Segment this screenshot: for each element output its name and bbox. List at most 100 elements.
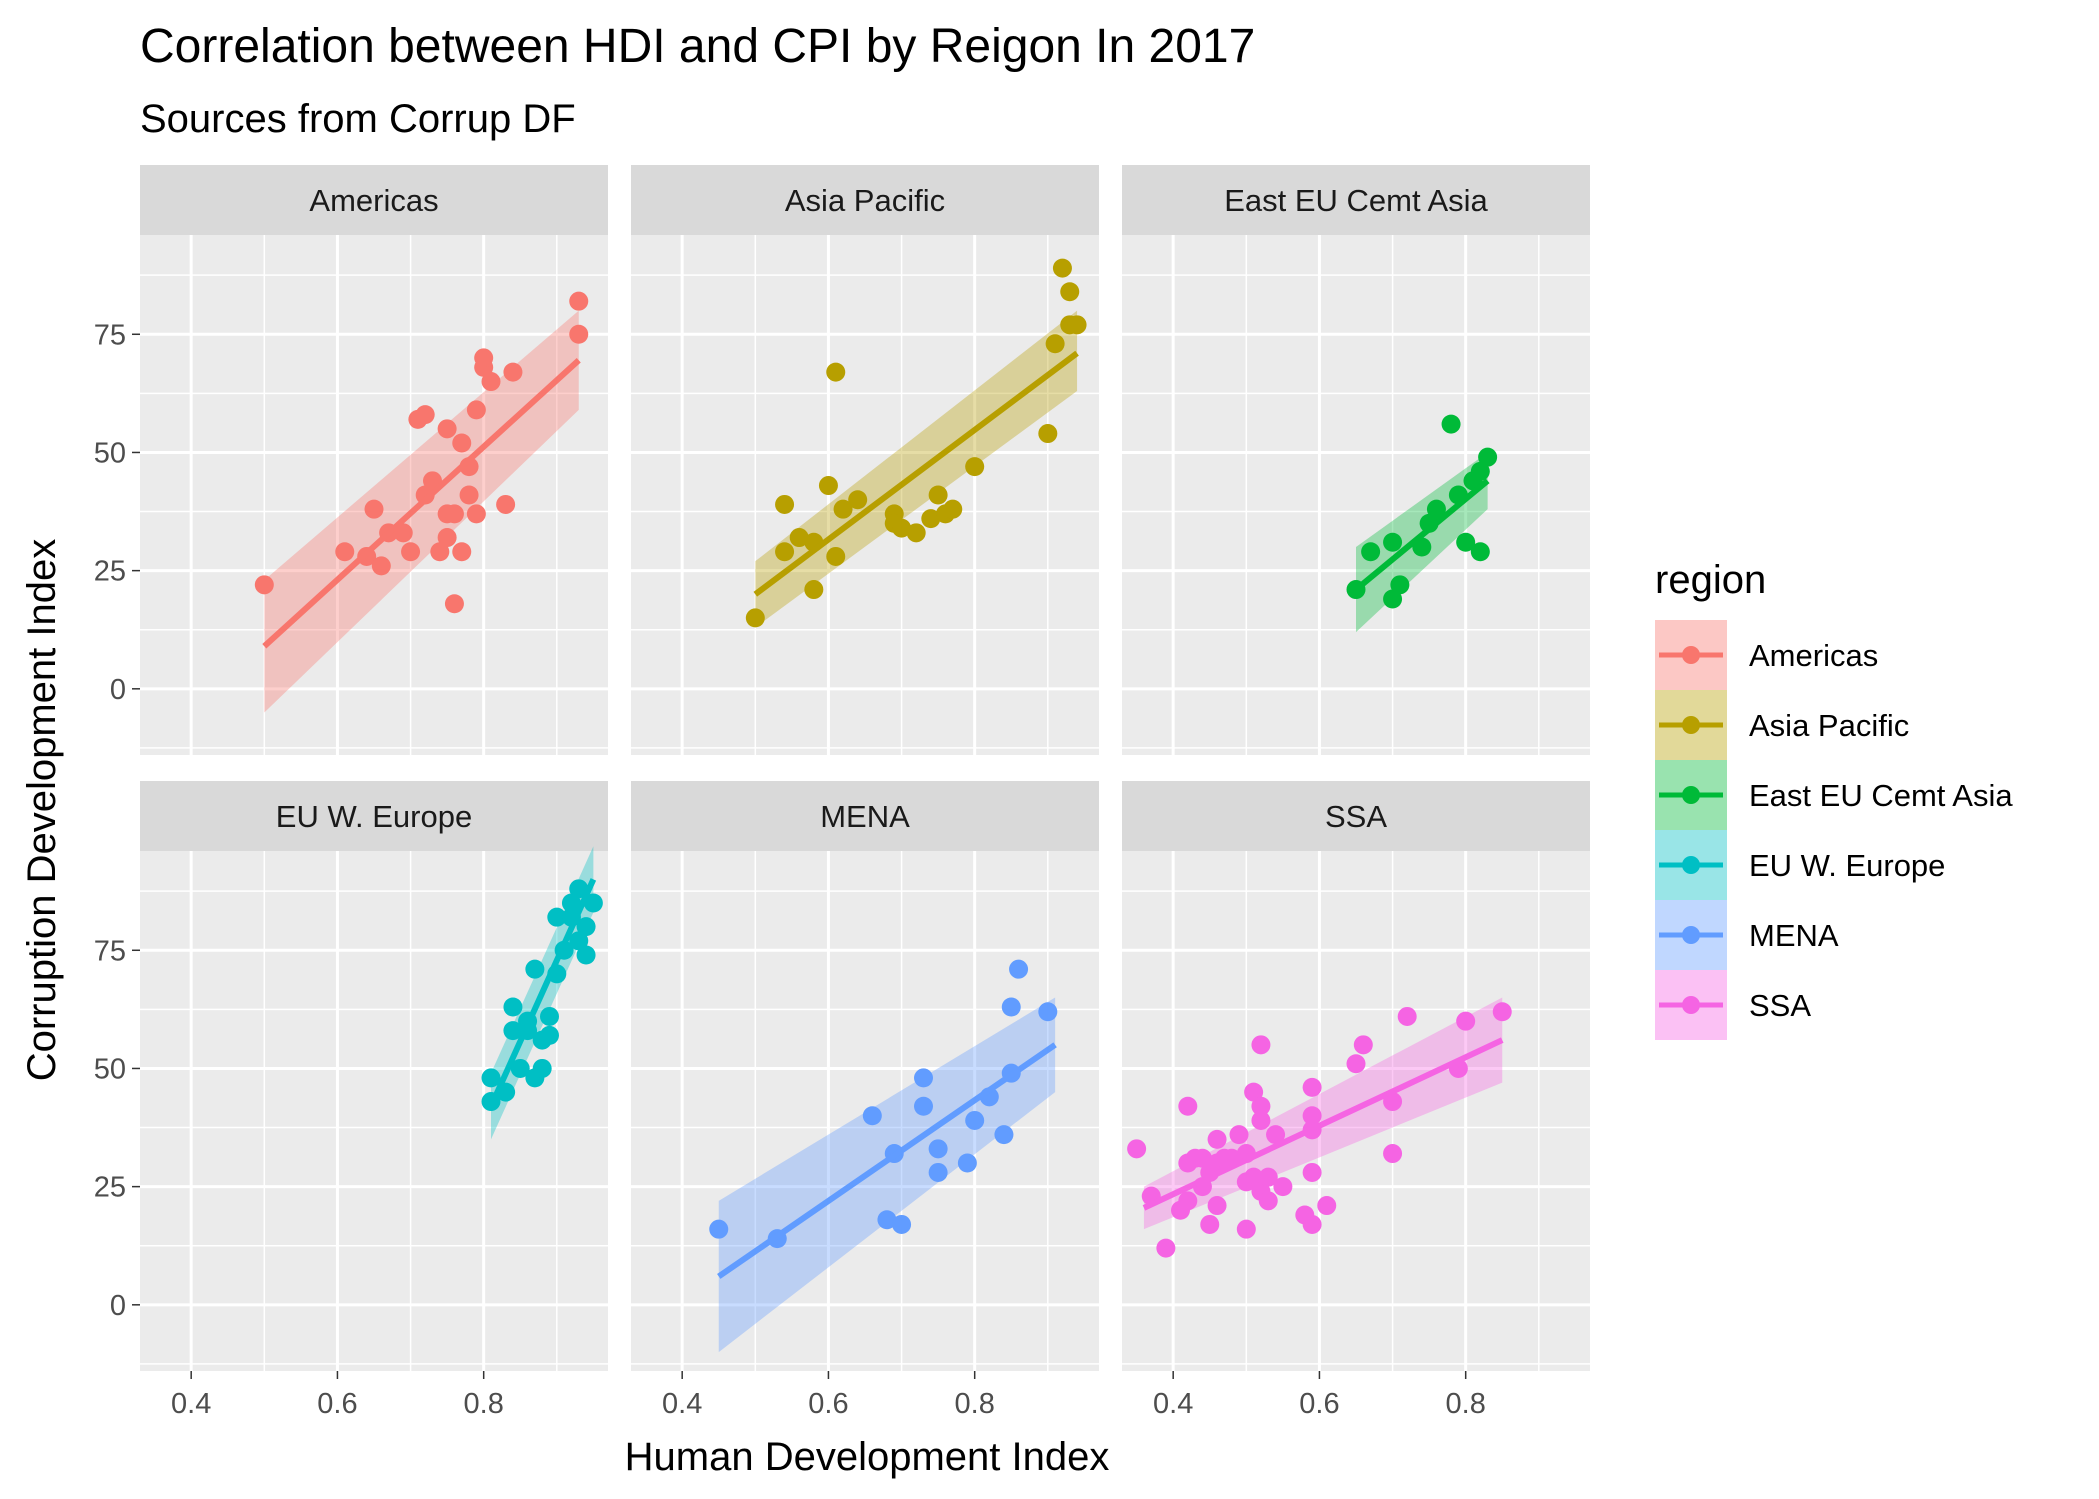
data-point-ssa xyxy=(1302,1214,1322,1234)
data-point-asia-pacific xyxy=(1038,424,1058,444)
y-tick-label: 0 xyxy=(110,1290,126,1322)
data-point-americas xyxy=(437,419,457,439)
data-point-eu-w-europe xyxy=(525,959,545,979)
legend-label-americas: Americas xyxy=(1749,638,1878,673)
data-point-eu-w-europe xyxy=(547,907,567,927)
data-point-ssa xyxy=(1251,1096,1271,1116)
legend-item-ssa: SSA xyxy=(1655,970,1811,1040)
data-point-asia-pacific xyxy=(1060,282,1080,302)
data-point-asia-pacific xyxy=(826,546,846,566)
facet-panels: Americas 0 25 50 75 Asia Pacific East EU Cemt … xyxy=(94,165,1590,1420)
regression-line-americas xyxy=(262,358,581,649)
data-point-americas xyxy=(474,348,494,368)
data-point-ssa xyxy=(1236,1219,1256,1239)
data-point-ssa xyxy=(1178,1096,1198,1116)
data-point-mena xyxy=(892,1214,912,1234)
data-point-mena xyxy=(1009,959,1029,979)
data-point-asia-pacific xyxy=(818,476,838,496)
facet-strip-mena xyxy=(631,781,1099,851)
regression-line-asia-pacific xyxy=(753,350,1079,597)
data-point-asia-pacific xyxy=(928,485,948,505)
data-point-asia-pacific xyxy=(833,499,853,519)
data-point-asia-pacific xyxy=(921,509,941,529)
data-point-eu-w-europe xyxy=(576,917,596,937)
data-point-ssa xyxy=(1258,1167,1278,1187)
data-point-eu-w-europe xyxy=(561,893,581,913)
data-point-eu-w-europe xyxy=(540,1025,559,1045)
data-point-americas xyxy=(415,405,435,425)
data-point-americas xyxy=(481,372,501,392)
chart-title: Correlation between HDI and CPI by Reigo… xyxy=(140,20,1255,73)
data-point-mena xyxy=(965,1110,985,1130)
data-point-americas xyxy=(569,324,589,344)
data-point-americas xyxy=(459,485,479,505)
facet-americas: Americas 0 25 50 75 xyxy=(94,165,608,755)
panel-background-east-eu-cemt-asia xyxy=(1122,235,1590,755)
data-point-eu-w-europe xyxy=(569,931,589,951)
data-point-americas xyxy=(430,542,450,562)
x-tick-label: 0.8 xyxy=(464,1388,504,1420)
data-point-eu-w-europe xyxy=(576,945,596,965)
facet-mena: MENA 0.4 0.6 0.8 xyxy=(631,781,1099,1420)
y-tick-label: 50 xyxy=(94,437,126,469)
data-point-mena xyxy=(914,1096,933,1116)
data-point-americas xyxy=(569,291,589,311)
data-point-mena xyxy=(914,1068,933,1088)
data-point-ssa xyxy=(1156,1238,1176,1258)
y-tick-label: 75 xyxy=(94,935,126,967)
y-tick-label: 50 xyxy=(94,1053,126,1085)
facet-eu-w-europe: EU W. Europe 0 25 50 75 0.4 0.6 0.8 xyxy=(94,781,608,1420)
data-point-americas xyxy=(401,542,421,562)
data-point-ssa xyxy=(1302,1106,1322,1126)
data-point-east-eu-cemt-asia xyxy=(1478,447,1498,467)
data-point-ssa xyxy=(1302,1077,1322,1097)
facet-east-eu-cemt-asia: East EU Cemt Asia xyxy=(1122,165,1590,755)
data-point-eu-w-europe xyxy=(503,1021,523,1041)
x-tick-label: 0.8 xyxy=(1446,1388,1486,1420)
data-point-ssa xyxy=(1317,1196,1337,1216)
data-point-east-eu-cemt-asia xyxy=(1383,532,1403,552)
data-point-mena xyxy=(957,1153,977,1173)
facet-strip-asia-pacific xyxy=(631,165,1099,235)
legend-label-ssa: SSA xyxy=(1749,988,1811,1023)
facet-ssa: SSA 0.4 0.6 0.8 xyxy=(1122,781,1590,1420)
data-point-americas xyxy=(364,499,384,519)
data-point-east-eu-cemt-asia xyxy=(1441,414,1461,434)
data-point-mena xyxy=(928,1162,948,1182)
facet-strip-label-east-eu-cemt-asia: East EU Cemt Asia xyxy=(1224,183,1488,218)
confidence-band-ssa xyxy=(1143,997,1503,1230)
legend-key-point-east-eu-cemt-asia xyxy=(1682,786,1700,804)
data-point-americas xyxy=(415,485,435,505)
data-point-ssa xyxy=(1251,1035,1271,1055)
data-point-east-eu-cemt-asia xyxy=(1470,461,1490,481)
data-point-asia-pacific xyxy=(804,580,824,600)
legend: region Americas Asia Pacific East EU Cemt … xyxy=(1655,558,2013,1040)
facet-strip-label-mena: MENA xyxy=(820,799,910,834)
x-tick-label: 0.4 xyxy=(171,1388,211,1420)
data-point-eu-w-europe xyxy=(481,1068,501,1088)
data-point-asia-pacific xyxy=(775,542,795,562)
facet-strip-ssa xyxy=(1122,781,1590,851)
data-point-ssa xyxy=(1244,1167,1264,1187)
data-point-ssa xyxy=(1383,1144,1403,1164)
data-point-ssa xyxy=(1244,1082,1264,1102)
data-point-asia-pacific xyxy=(943,499,963,519)
x-tick-label: 0.6 xyxy=(317,1388,357,1420)
x-tick-label: 0.8 xyxy=(955,1388,995,1420)
data-point-east-eu-cemt-asia xyxy=(1470,542,1490,562)
x-axis-title: Human Development Index xyxy=(625,1435,1110,1479)
y-axis-title: Corruption Development Index xyxy=(20,539,64,1082)
data-point-americas xyxy=(335,542,355,562)
data-point-ssa xyxy=(1192,1148,1212,1168)
data-point-americas xyxy=(444,504,464,524)
legend-key-point-americas xyxy=(1682,646,1700,664)
legend-label-eu-w-europe: EU W. Europe xyxy=(1749,848,1945,883)
confidence-band-americas xyxy=(264,310,579,713)
data-point-mena xyxy=(709,1219,729,1239)
data-point-asia-pacific xyxy=(906,523,926,543)
y-tick-label: 25 xyxy=(94,1172,126,1204)
data-point-mena xyxy=(1038,1002,1058,1022)
data-point-americas xyxy=(437,528,457,548)
data-point-ssa xyxy=(1207,1129,1227,1149)
data-point-ssa xyxy=(1273,1177,1293,1197)
